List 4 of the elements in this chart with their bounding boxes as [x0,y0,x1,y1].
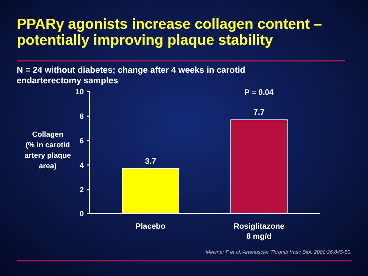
chart-title: PPARγ agonists increase collagen content – potentially improving plaque stability [17,17,322,49]
chart-subtitle: N = 24 without diabetes; change after 4 weeks in carotid endarterectomy samples [17,65,246,86]
data-label: 3.7 [145,156,157,166]
data-label: 7.7 [254,108,266,118]
